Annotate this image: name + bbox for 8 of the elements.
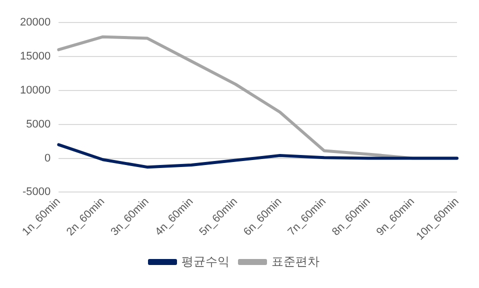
- y-tick-label: 15000: [20, 50, 51, 63]
- y-tick-label: 20000: [20, 16, 51, 29]
- y-tick-label: 0: [44, 152, 51, 164]
- legend-label: 평균수익: [182, 254, 230, 268]
- y-tick-label: 5000: [26, 118, 51, 130]
- y-tick-label: -5000: [22, 186, 51, 198]
- y-tick-label: 10000: [20, 84, 51, 96]
- legend-label: 표준편차: [272, 254, 320, 268]
